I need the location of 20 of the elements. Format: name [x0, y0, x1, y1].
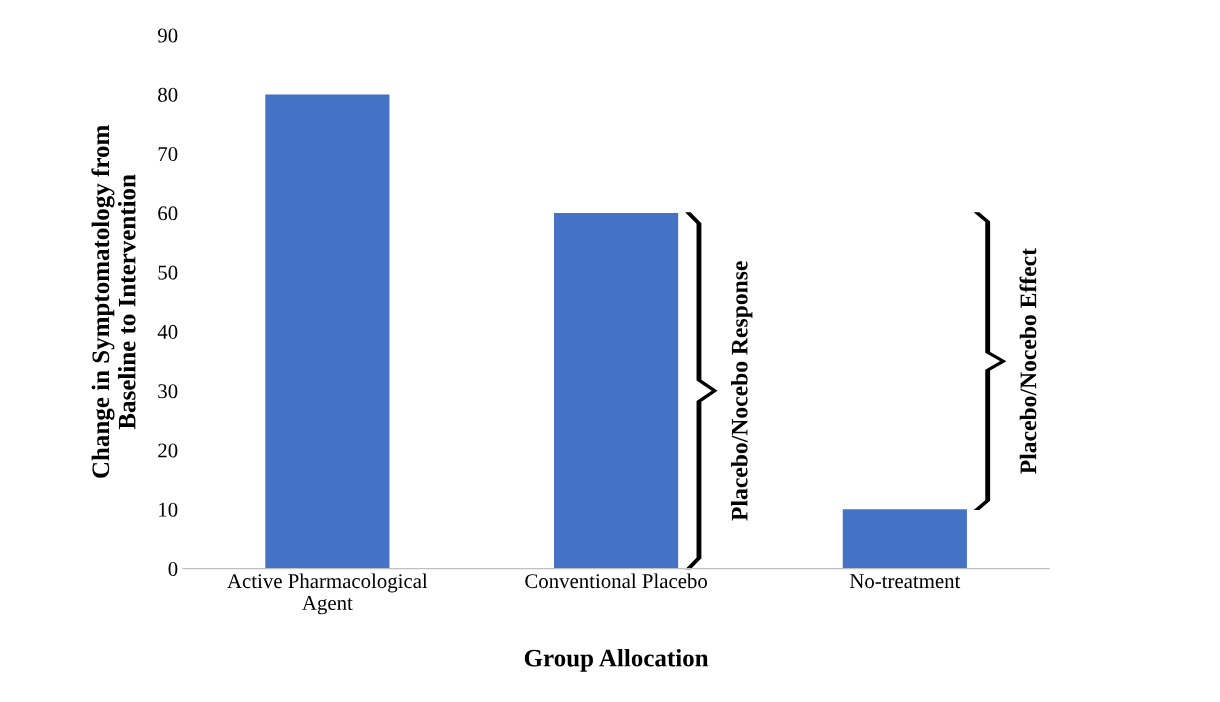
y-tick-label: 10 [159, 502, 178, 517]
y-tick-label: 40 [157, 324, 178, 339]
x-tick-label: Active Pharmacological Agent [227, 573, 428, 615]
annotation: Placebo/Nocebo Response [730, 261, 753, 521]
x-axis-title: Group Allocation [524, 649, 709, 672]
y-tick-label: 90 [157, 28, 178, 43]
y-tick-label: 20 [158, 443, 178, 458]
y-tick-label: 50 [158, 265, 178, 280]
x-tick-label: No-treatment [849, 574, 961, 589]
bar [265, 94, 390, 569]
x-tick-label: Conventional Placebo [525, 573, 708, 589]
annotation: Placebo/Nocebo Effect [1019, 248, 1037, 474]
y-tick-label: 30 [158, 384, 178, 399]
y-tick-label: 60 [158, 206, 178, 221]
bar [842, 509, 967, 569]
y-tick-label: 70 [158, 147, 178, 162]
y-tick-label: 80 [158, 87, 178, 102]
y-tick-label: 0 [168, 561, 178, 577]
bar [554, 212, 679, 569]
y-axis-title: Change in Symptomatology from Baseline to Intervention [91, 125, 136, 478]
